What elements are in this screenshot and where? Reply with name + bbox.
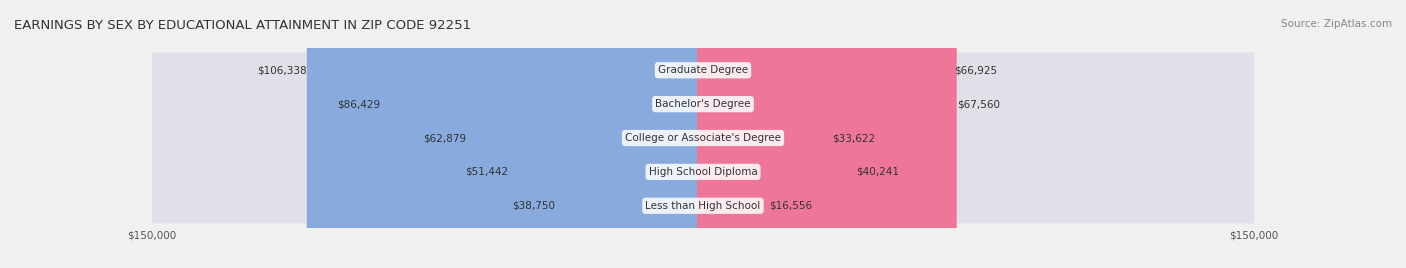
FancyBboxPatch shape: [152, 188, 1254, 224]
FancyBboxPatch shape: [467, 0, 709, 268]
FancyBboxPatch shape: [697, 0, 956, 268]
FancyBboxPatch shape: [697, 0, 769, 268]
Text: $67,560: $67,560: [956, 99, 1000, 109]
Text: College or Associate's Degree: College or Associate's Degree: [626, 133, 780, 143]
FancyBboxPatch shape: [152, 87, 1254, 122]
Text: $16,556: $16,556: [769, 201, 813, 211]
Text: $33,622: $33,622: [832, 133, 875, 143]
Text: $62,879: $62,879: [423, 133, 467, 143]
Text: Bachelor's Degree: Bachelor's Degree: [655, 99, 751, 109]
FancyBboxPatch shape: [555, 0, 709, 268]
FancyBboxPatch shape: [697, 0, 832, 268]
Text: $40,241: $40,241: [856, 167, 900, 177]
FancyBboxPatch shape: [152, 53, 1254, 88]
FancyBboxPatch shape: [152, 120, 1254, 156]
Text: Less than High School: Less than High School: [645, 201, 761, 211]
Text: $86,429: $86,429: [337, 99, 380, 109]
FancyBboxPatch shape: [152, 154, 1254, 189]
Text: $66,925: $66,925: [955, 65, 997, 75]
FancyBboxPatch shape: [697, 0, 856, 268]
FancyBboxPatch shape: [509, 0, 709, 268]
FancyBboxPatch shape: [697, 0, 955, 268]
Text: EARNINGS BY SEX BY EDUCATIONAL ATTAINMENT IN ZIP CODE 92251: EARNINGS BY SEX BY EDUCATIONAL ATTAINMEN…: [14, 19, 471, 32]
FancyBboxPatch shape: [307, 0, 709, 268]
Text: Graduate Degree: Graduate Degree: [658, 65, 748, 75]
FancyBboxPatch shape: [380, 0, 709, 268]
Text: $51,442: $51,442: [465, 167, 509, 177]
Text: High School Diploma: High School Diploma: [648, 167, 758, 177]
Text: $38,750: $38,750: [512, 201, 555, 211]
Text: Source: ZipAtlas.com: Source: ZipAtlas.com: [1281, 19, 1392, 29]
Text: $106,338: $106,338: [257, 65, 307, 75]
